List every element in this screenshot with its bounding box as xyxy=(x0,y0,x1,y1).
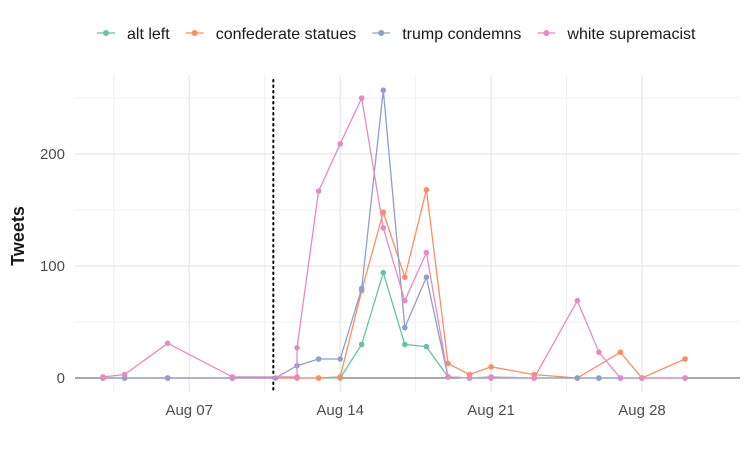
data-point-white-supremacist xyxy=(596,349,602,356)
data-point-white-supremacist xyxy=(164,340,171,347)
data-point-white-supremacist xyxy=(100,374,106,380)
x-tick-label: Aug 14 xyxy=(316,402,364,419)
axes: 0 100 200 Aug 07 Aug 14 Aug 21 Aug 28 xyxy=(40,79,666,419)
data-point-white-supremacist xyxy=(682,375,688,381)
y-tick-label: 100 xyxy=(40,258,65,275)
legend-label: trump condemns xyxy=(402,26,521,43)
data-point-white-supremacist xyxy=(121,371,128,378)
legend-label: confederate statues xyxy=(216,26,357,43)
x-tick-label: Aug 07 xyxy=(165,402,213,419)
data-point-white-supremacist xyxy=(358,95,365,101)
data-point-confederate-statues xyxy=(617,349,624,356)
y-tick-label: 200 xyxy=(40,146,65,163)
data-point-white-supremacist xyxy=(617,375,624,381)
data-point-confederate-statues xyxy=(682,356,688,362)
legend-key-point xyxy=(543,30,550,36)
data-point-trump-condemns xyxy=(574,375,581,381)
data-point-confederate-statues xyxy=(423,187,430,193)
data-point-white-supremacist xyxy=(294,374,300,380)
legend-item-confederate-statues: confederate statues xyxy=(185,26,357,43)
data-point-white-supremacist xyxy=(531,375,537,381)
legend-key-point xyxy=(191,30,198,36)
legend-label: alt left xyxy=(127,26,170,43)
data-point-trump-condemns xyxy=(402,324,408,331)
data-point-white-supremacist xyxy=(380,225,387,231)
x-tick-label: Aug 28 xyxy=(618,402,666,419)
data-point-confederate-statues xyxy=(488,364,494,370)
legend-key-point xyxy=(103,30,109,36)
legend-item-white-supremacist: white supremacist xyxy=(537,26,696,43)
legend-label: white supremacist xyxy=(566,26,696,43)
legend-item-alt-left: alt left xyxy=(97,26,170,43)
data-point-confederate-statues xyxy=(445,360,451,367)
series-line-trump-condemns xyxy=(103,90,686,379)
series-line-white-supremacist xyxy=(102,95,686,379)
series-layer xyxy=(100,87,688,381)
data-point-white-supremacist xyxy=(574,297,581,304)
data-point-confederate-statues xyxy=(315,375,322,381)
legend-item-trump-condemns: trump condemns xyxy=(372,26,521,43)
data-point-white-supremacist xyxy=(315,188,322,194)
data-point-trump-condemns xyxy=(423,274,430,281)
data-point-alt-left xyxy=(402,341,408,348)
data-point-alt-left xyxy=(358,341,365,348)
data-point-confederate-statues xyxy=(337,374,344,380)
y-tick-label: 0 xyxy=(57,370,65,387)
data-point-trump-condemns xyxy=(315,356,322,362)
data-point-white-supremacist xyxy=(445,374,451,380)
data-point-trump-condemns xyxy=(380,87,387,93)
data-point-alt-left xyxy=(423,343,430,350)
data-point-white-supremacist xyxy=(294,345,300,351)
data-point-white-supremacist xyxy=(639,375,645,381)
data-point-white-supremacist xyxy=(229,374,236,380)
data-point-trump-condemns xyxy=(596,375,602,381)
series-white-supremacist xyxy=(100,95,688,381)
data-point-white-supremacist xyxy=(488,374,494,380)
data-point-white-supremacist xyxy=(337,141,344,147)
series-line-alt-left xyxy=(103,270,686,379)
data-point-trump-condemns xyxy=(164,375,171,381)
legend: alt left confederate statues trump condemn… xyxy=(97,26,696,43)
data-point-alt-left xyxy=(380,269,387,276)
data-point-trump-condemns xyxy=(272,375,279,381)
y-axis-title: Tweets xyxy=(8,206,28,266)
data-point-confederate-statues xyxy=(380,209,387,215)
data-point-white-supremacist xyxy=(466,375,473,381)
legend-key-point xyxy=(378,30,385,36)
data-point-trump-condemns xyxy=(337,356,344,362)
series-trump-condemns xyxy=(100,87,688,381)
data-point-confederate-statues xyxy=(402,274,408,281)
x-tick-label: Aug 21 xyxy=(467,402,515,419)
data-point-white-supremacist xyxy=(402,297,408,304)
data-point-white-supremacist xyxy=(423,249,430,256)
data-point-trump-condemns xyxy=(358,285,365,292)
